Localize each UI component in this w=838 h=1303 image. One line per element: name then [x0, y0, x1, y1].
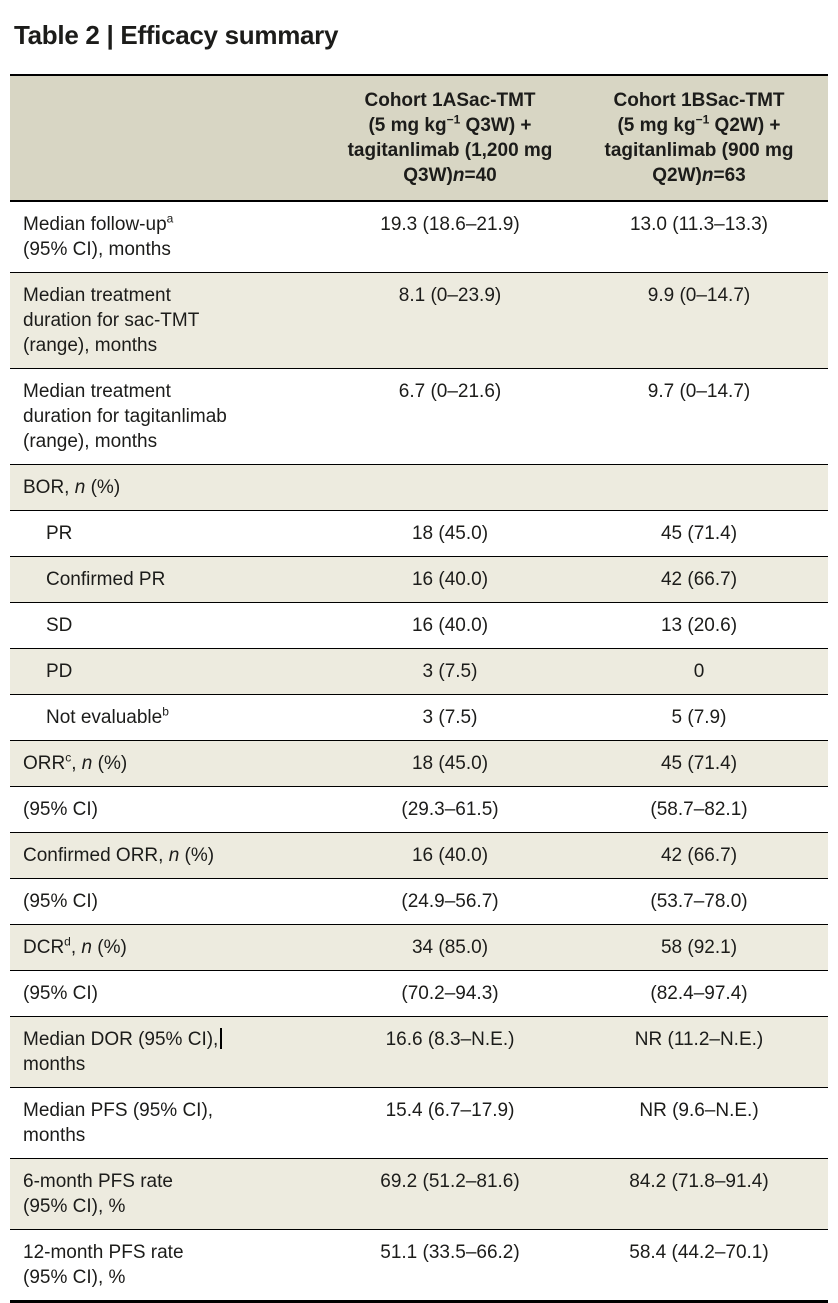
value-cohort-1b: (82.4–97.4) [570, 970, 828, 1017]
value-cohort-1b: 45 (71.4) [570, 740, 828, 787]
value-cohort-1b: 84.2 (71.8–91.4) [570, 1158, 828, 1230]
table-row: Confirmed ORR, n (%) 16 (40.0) 42 (66.7) [10, 832, 828, 879]
value-cohort-1b: 0 [570, 648, 828, 695]
table-body: Median follow-upa (95% CI), months 19.3 (1… [10, 200, 828, 1302]
table-row: Median treatment duration for sac-TMT (ran… [10, 272, 828, 369]
row-label: 12-month PFS rate (95% CI), % [10, 1229, 330, 1302]
value-cohort-1b: 13 (20.6) [570, 602, 828, 649]
value-cohort-1a: (29.3–61.5) [330, 786, 570, 833]
row-label: BOR, n (%) [10, 464, 330, 511]
row-label: Median PFS (95% CI), months [10, 1087, 330, 1159]
value-cohort-1a: 8.1 (0–23.9) [330, 272, 570, 369]
table-row: SD 16 (40.0) 13 (20.6) [10, 602, 828, 649]
row-label: 6-month PFS rate (95% CI), % [10, 1158, 330, 1230]
value-cohort-1a: 16.6 (8.3–N.E.) [330, 1016, 570, 1088]
row-label: PD [10, 648, 330, 695]
table-row: (95% CI) (70.2–94.3) (82.4–97.4) [10, 970, 828, 1017]
value-cohort-1b: 42 (66.7) [570, 832, 828, 879]
row-label: Median treatment duration for tagitanlima… [10, 368, 330, 465]
row-label: PR [10, 510, 330, 557]
row-label: ORRc, n (%) [10, 740, 330, 787]
value-cohort-1a: 51.1 (33.5–66.2) [330, 1229, 570, 1302]
row-label: (95% CI) [10, 878, 330, 925]
value-cohort-1b: 58.4 (44.2–70.1) [570, 1229, 828, 1302]
value-cohort-1a: (24.9–56.7) [330, 878, 570, 925]
table-row: PD 3 (7.5) 0 [10, 648, 828, 695]
row-label: Median follow-upa (95% CI), months [10, 200, 330, 273]
table-header: Cohort 1ASac-TMT (5 mg kg−1 Q3W) + tagitan… [10, 75, 828, 202]
value-cohort-1a: 16 (40.0) [330, 602, 570, 649]
value-cohort-1b: 45 (71.4) [570, 510, 828, 557]
value-cohort-1a: 3 (7.5) [330, 648, 570, 695]
value-cohort-1b: NR (11.2–N.E.) [570, 1016, 828, 1088]
table-row: DCRd, n (%) 34 (85.0) 58 (92.1) [10, 924, 828, 971]
table-row: (95% CI) (29.3–61.5) (58.7–82.1) [10, 786, 828, 833]
value-cohort-1b: 13.0 (11.3–13.3) [570, 200, 828, 273]
value-cohort-1a: 16 (40.0) [330, 832, 570, 879]
value-cohort-1b: (53.7–78.0) [570, 878, 828, 925]
value-cohort-1a: 15.4 (6.7–17.9) [330, 1087, 570, 1159]
table-row: Median PFS (95% CI), months 15.4 (6.7–17.9… [10, 1087, 828, 1159]
row-label: Median DOR (95% CI), months [10, 1016, 330, 1088]
row-label: DCRd, n (%) [10, 924, 330, 971]
table-row: 12-month PFS rate (95% CI), % 51.1 (33.5–6… [10, 1229, 828, 1302]
table-title: Table 2 | Efficacy summary [14, 20, 339, 50]
row-label: Not evaluableb [10, 694, 330, 741]
row-label: (95% CI) [10, 786, 330, 833]
value-cohort-1b: 5 (7.9) [570, 694, 828, 741]
value-cohort-1a: 3 (7.5) [330, 694, 570, 741]
value-cohort-1a [330, 464, 570, 511]
table-row: (95% CI) (24.9–56.7) (53.7–78.0) [10, 878, 828, 925]
text-caret [220, 1028, 223, 1049]
value-cohort-1a: 34 (85.0) [330, 924, 570, 971]
table-row: ORRc, n (%) 18 (45.0) 45 (71.4) [10, 740, 828, 787]
value-cohort-1b: 9.7 (0–14.7) [570, 368, 828, 465]
header-empty-cell [10, 75, 330, 202]
row-label: Confirmed ORR, n (%) [10, 832, 330, 879]
row-label: Confirmed PR [10, 556, 330, 603]
header-row: Cohort 1ASac-TMT (5 mg kg−1 Q3W) + tagitan… [10, 75, 828, 202]
row-label: Median treatment duration for sac-TMT (ran… [10, 272, 330, 369]
value-cohort-1a: 18 (45.0) [330, 740, 570, 787]
value-cohort-1a: 69.2 (51.2–81.6) [330, 1158, 570, 1230]
efficacy-table: Cohort 1ASac-TMT (5 mg kg−1 Q3W) + tagitan… [10, 74, 828, 1303]
row-label: (95% CI) [10, 970, 330, 1017]
table-row: Median treatment duration for tagitanlima… [10, 368, 828, 465]
document-page: Table 2 | Efficacy summary Cohort 1ASac-… [10, 20, 828, 1303]
table-row: Confirmed PR 16 (40.0) 42 (66.7) [10, 556, 828, 603]
value-cohort-1b: 42 (66.7) [570, 556, 828, 603]
value-cohort-1a: 19.3 (18.6–21.9) [330, 200, 570, 273]
value-cohort-1a: 6.7 (0–21.6) [330, 368, 570, 465]
value-cohort-1a: (70.2–94.3) [330, 970, 570, 1017]
table-row: Median DOR (95% CI), months 16.6 (8.3–N.E.… [10, 1016, 828, 1088]
value-cohort-1a: 18 (45.0) [330, 510, 570, 557]
value-cohort-1b: 58 (92.1) [570, 924, 828, 971]
value-cohort-1b: NR (9.6–N.E.) [570, 1087, 828, 1159]
table-row: BOR, n (%) [10, 464, 828, 511]
table-row: Median follow-upa (95% CI), months 19.3 (1… [10, 200, 828, 273]
value-cohort-1b: (58.7–82.1) [570, 786, 828, 833]
header-cohort-1a: Cohort 1ASac-TMT (5 mg kg−1 Q3W) + tagitan… [330, 75, 570, 202]
value-cohort-1b: 9.9 (0–14.7) [570, 272, 828, 369]
header-cohort-1b: Cohort 1BSac-TMT (5 mg kg−1 Q2W) + tagitan… [570, 75, 828, 202]
table-row: 6-month PFS rate (95% CI), % 69.2 (51.2–81… [10, 1158, 828, 1230]
row-label: SD [10, 602, 330, 649]
value-cohort-1a: 16 (40.0) [330, 556, 570, 603]
table-row: PR 18 (45.0) 45 (71.4) [10, 510, 828, 557]
value-cohort-1b [570, 464, 828, 511]
table-row: Not evaluableb 3 (7.5) 5 (7.9) [10, 694, 828, 741]
